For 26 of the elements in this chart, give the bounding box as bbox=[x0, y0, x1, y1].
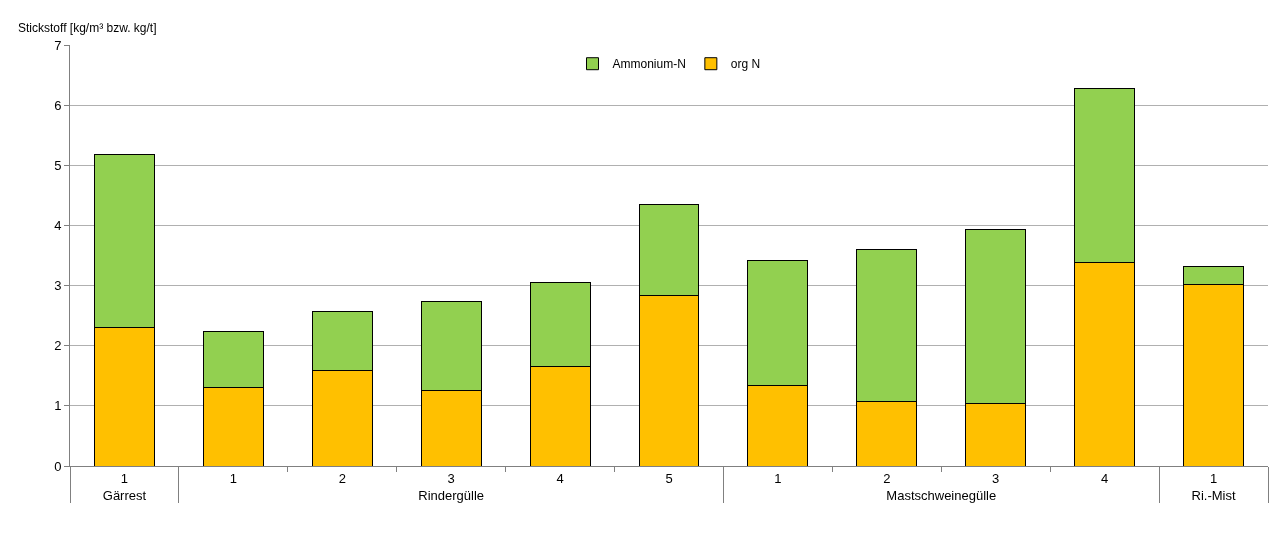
text: Rindergülle bbox=[418, 487, 485, 503]
x-tick-label: 2 bbox=[883, 470, 891, 486]
x-tick-label: 1 bbox=[120, 470, 129, 486]
y-tick-label: 5 bbox=[54, 157, 62, 173]
x-tick-label: 1 bbox=[774, 470, 782, 486]
y-tick-label: 0 bbox=[54, 458, 62, 474]
x-tick-label: 3 bbox=[447, 470, 455, 486]
x-tick-label: 4 bbox=[556, 470, 564, 486]
x-tick-label: 3 bbox=[992, 470, 1000, 486]
x-tick-label: 1 bbox=[229, 470, 237, 486]
text: Mastschweinegülle bbox=[886, 487, 997, 503]
x-tick-label: 1 bbox=[1209, 470, 1218, 486]
legend-label: Ammonium-N bbox=[612, 57, 686, 72]
y-axis-title: Stickstoff [kg/m³ bzw. kg/t] bbox=[18, 21, 157, 35]
y-tick-label: 3 bbox=[54, 278, 62, 294]
y-tick-label: 1 bbox=[54, 398, 62, 414]
y-tick-label: 6 bbox=[54, 97, 62, 113]
legend-label: org N bbox=[730, 57, 761, 72]
y-tick-label: 4 bbox=[54, 217, 62, 233]
text: Gärrest bbox=[102, 487, 147, 503]
text: Ri.-Mist bbox=[1191, 487, 1236, 503]
y-tick-label: 7 bbox=[54, 37, 62, 53]
x-tick-label: 5 bbox=[665, 470, 673, 486]
x-tick-label: 2 bbox=[338, 470, 346, 486]
x-tick-label: 4 bbox=[1101, 470, 1109, 486]
y-tick-label: 2 bbox=[54, 338, 62, 354]
